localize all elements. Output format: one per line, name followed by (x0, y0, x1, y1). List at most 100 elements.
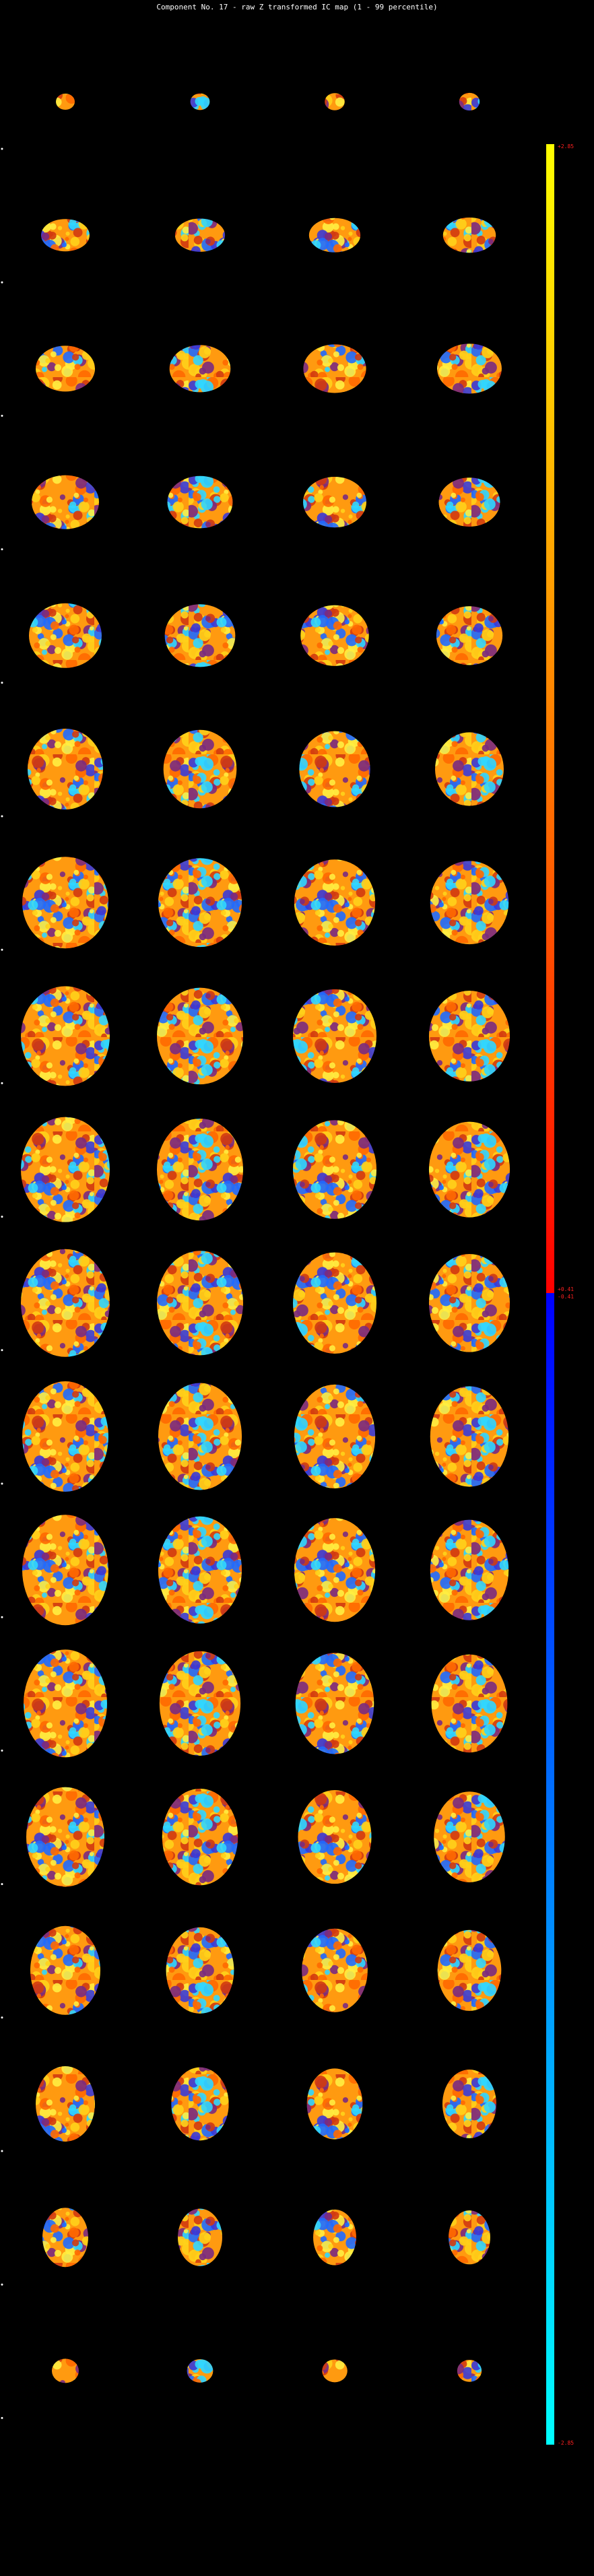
title: Component No. 17 - raw Z transformed IC … (156, 3, 437, 11)
brain-slice (428, 1254, 510, 1352)
brain-slice (56, 94, 75, 110)
brain-slice (24, 1649, 107, 1758)
slice-marker (1, 1349, 3, 1352)
brain-slice (156, 1251, 244, 1356)
brain-slice (190, 93, 210, 110)
brain-slice (459, 92, 480, 111)
brain-slice (294, 1518, 376, 1622)
brain-slice (42, 2208, 88, 2268)
brain-slice (292, 1120, 377, 1219)
colorbar-max: +2.85 (558, 143, 574, 150)
slice-marker (1, 281, 3, 284)
brain-slice (306, 2068, 363, 2140)
brain-slice (325, 93, 345, 110)
brain-slice (303, 477, 366, 528)
slice-marker (1, 1482, 3, 1485)
brain-slice (436, 606, 503, 665)
brain-slice (158, 1516, 242, 1624)
colorbar-neg-max: -0.41 (558, 1294, 574, 1300)
brain-slice (430, 861, 509, 945)
slices (1, 92, 510, 2419)
brain-slice (162, 1788, 238, 1886)
brain-slice (32, 475, 99, 529)
brain-slice (294, 859, 376, 946)
brain-slice (171, 2067, 229, 2141)
brain-slice (156, 1118, 244, 1221)
brain-slice (22, 857, 108, 949)
brain-slice (434, 1791, 505, 1882)
brain-slice (292, 1252, 377, 1354)
brain-slice (187, 2358, 213, 2383)
brain-slice (164, 604, 236, 667)
brain-slice (30, 1925, 100, 2015)
brain-slice (21, 1117, 110, 1222)
brain-slice (303, 344, 366, 393)
slice-marker (1, 2283, 3, 2286)
brain-slice (302, 1928, 368, 2012)
slice-marker (1, 147, 3, 150)
brain-slice (156, 987, 244, 1085)
brain-slice (449, 2210, 490, 2265)
slice-marker (1, 682, 3, 684)
colorbar-negative (546, 1293, 554, 2445)
brain-slice (22, 1381, 108, 1492)
brain-slice (21, 1249, 110, 1357)
brain-slice (158, 858, 242, 948)
colorbar-positive (546, 144, 554, 1293)
brain-slice (52, 2358, 79, 2383)
brain-slice (36, 345, 95, 392)
brain-slice (431, 1654, 508, 1753)
brain-slice (313, 2209, 356, 2266)
slice-marker (1, 2150, 3, 2152)
brain-slice (457, 2360, 482, 2382)
slice-marker (1, 548, 3, 551)
brain-slice (41, 219, 90, 252)
slice-marker (1, 1749, 3, 1752)
brain-slice (166, 1927, 234, 2014)
brain-slice (442, 2070, 497, 2138)
brain-slice (430, 1519, 509, 1620)
brain-slice (430, 1386, 509, 1487)
slice-marker (1, 948, 3, 951)
brain-slice (438, 477, 500, 527)
brain-slice (294, 1384, 376, 1489)
brain-slice (292, 989, 377, 1083)
brain-slice (300, 605, 369, 666)
brain-slice (428, 991, 510, 1082)
brain-slice (295, 1653, 374, 1754)
brain-slice (322, 2359, 348, 2383)
slice-marker (1, 1616, 3, 1618)
brain-slice (437, 1929, 502, 2011)
brain-slice (428, 1121, 510, 1218)
colorbar-pos-min: +0.41 (558, 1286, 574, 1292)
slice-marker (1, 2416, 3, 2419)
slice-marker (1, 1883, 3, 1886)
brain-slice (29, 603, 102, 668)
brain-slice (167, 475, 233, 529)
brain-slice (299, 731, 370, 807)
brain-slice (163, 729, 237, 809)
brain-slice (298, 1790, 372, 1884)
brain-slice (158, 1383, 242, 1490)
slice-marker (1, 815, 3, 818)
brain-slice (28, 729, 103, 810)
brain-slice (178, 2208, 222, 2266)
slice-marker (1, 1216, 3, 1218)
brain-slice (26, 1787, 104, 1887)
slice-marker (1, 2016, 3, 2019)
slice-marker (1, 1082, 3, 1084)
slice-marker (1, 414, 3, 417)
brain-slice (36, 2066, 95, 2142)
brain-slice (21, 986, 110, 1086)
brain-slice (437, 343, 502, 394)
brain-slice (159, 1651, 241, 1756)
brain-slice (174, 218, 226, 252)
brain-slice (442, 218, 496, 253)
brain-slice (22, 1515, 108, 1626)
brain-slice (169, 345, 231, 393)
brain-slice (308, 218, 361, 253)
colorbar-min: -2.85 (558, 2440, 574, 2446)
brain-slice (435, 732, 504, 806)
